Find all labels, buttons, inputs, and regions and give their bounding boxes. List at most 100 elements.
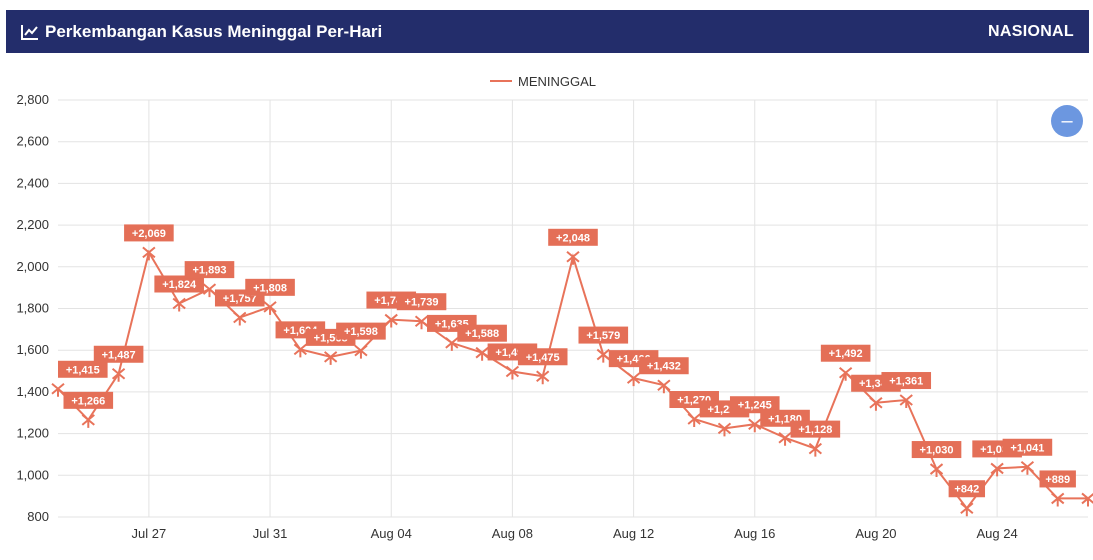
x-tick-label: Aug 24 <box>977 526 1018 541</box>
data-point[interactable] <box>505 365 520 380</box>
data-point[interactable] <box>687 413 701 428</box>
x-tick-label: Aug 16 <box>734 526 775 541</box>
data-label: +889 <box>1039 470 1076 488</box>
data-point[interactable] <box>596 348 610 363</box>
data-label: +2,048 <box>548 228 598 246</box>
data-label-box <box>63 391 114 409</box>
data-label-text: +1,739 <box>405 297 439 309</box>
data-label-text: +1,266 <box>71 395 105 407</box>
data-point[interactable] <box>445 337 459 351</box>
data-label: +1,893 <box>184 261 235 279</box>
data-label-box <box>245 278 295 296</box>
data-point[interactable] <box>1020 460 1035 475</box>
data-label-box <box>790 420 841 438</box>
data-label-text: +1,579 <box>586 330 620 342</box>
chart-title: Perkembangan Kasus Meninggal Per-Hari <box>45 21 383 41</box>
data-label-box <box>948 480 986 498</box>
data-point[interactable] <box>202 283 217 298</box>
data-point[interactable] <box>384 313 398 328</box>
data-label: +1,824 <box>154 275 204 293</box>
data-point[interactable] <box>172 297 186 312</box>
y-tick-label: 2,200 <box>16 217 49 232</box>
legend-label[interactable]: MENINGGAL <box>518 74 596 89</box>
data-label-box <box>911 441 962 459</box>
data-label: +1,030 <box>911 441 962 459</box>
data-label-box <box>184 261 235 279</box>
data-label-box <box>396 293 447 311</box>
x-tick-label: Aug 08 <box>492 526 533 541</box>
data-label-box <box>881 372 932 390</box>
data-label-box <box>124 224 174 242</box>
data-point[interactable] <box>717 422 732 437</box>
data-point[interactable] <box>414 315 429 330</box>
header-title-group: Perkembangan Kasus Meninggal Per-Hari <box>21 22 382 42</box>
data-point[interactable] <box>293 343 307 358</box>
data-point[interactable] <box>263 301 277 315</box>
data-point[interactable] <box>778 432 792 446</box>
data-label: +1,245 <box>729 396 780 414</box>
data-point[interactable] <box>929 463 944 478</box>
data-label: +1,808 <box>245 278 295 296</box>
data-label-box <box>58 360 108 378</box>
data-label-box <box>548 228 598 246</box>
data-point[interactable] <box>1051 492 1065 507</box>
data-label: +1,487 <box>93 345 144 363</box>
data-label-box <box>729 396 780 414</box>
data-point[interactable] <box>536 370 550 385</box>
data-label-box <box>1039 470 1076 488</box>
data-label-box <box>457 324 507 342</box>
data-point[interactable] <box>475 346 489 361</box>
data-point[interactable] <box>748 418 762 433</box>
data-label: +1,739 <box>396 293 447 311</box>
zoom-reset-button[interactable]: – <box>1051 105 1083 137</box>
data-point[interactable] <box>808 442 822 457</box>
data-label-text: +842 <box>954 484 979 496</box>
data-point[interactable] <box>566 251 580 265</box>
data-point[interactable] <box>354 344 368 359</box>
x-tick-label: Aug 04 <box>371 526 412 541</box>
data-point[interactable] <box>839 366 853 381</box>
region-label[interactable]: NASIONAL <box>988 22 1074 40</box>
data-point[interactable] <box>324 351 338 365</box>
data-label: +1,588 <box>457 324 507 342</box>
y-tick-label: 2,000 <box>16 259 49 274</box>
y-tick-label: 2,400 <box>16 175 49 190</box>
data-point[interactable] <box>990 462 1004 477</box>
data-label: +1,128 <box>790 420 841 438</box>
data-label-box <box>93 345 144 363</box>
data-label-box <box>820 344 871 362</box>
data-label: +2,069 <box>124 224 174 242</box>
data-label-text: +1,415 <box>66 364 100 376</box>
data-point[interactable] <box>81 414 95 428</box>
data-point[interactable] <box>111 367 126 382</box>
data-point[interactable] <box>626 372 641 387</box>
data-label-text: +1,588 <box>465 328 499 340</box>
data-point[interactable] <box>51 383 65 397</box>
data-label-text: +1,893 <box>192 265 226 277</box>
legend[interactable]: MENINGGAL <box>490 74 596 89</box>
y-tick-label: 1,200 <box>16 426 49 441</box>
data-label-text: +1,030 <box>920 445 954 457</box>
data-label-text: +1,041 <box>1010 442 1044 454</box>
data-label-text: +1,432 <box>647 361 681 373</box>
data-point[interactable] <box>1081 492 1093 507</box>
data-point[interactable] <box>233 311 247 326</box>
data-label-text: +1,361 <box>889 376 923 388</box>
data-label-text: +1,128 <box>798 424 832 436</box>
x-tick-label: Jul 27 <box>132 526 167 541</box>
data-label: +842 <box>948 480 986 498</box>
data-point[interactable] <box>960 502 974 517</box>
data-label-text: +1,245 <box>738 400 772 412</box>
chart-header: Perkembangan Kasus Meninggal Per-Hari NA… <box>6 10 1089 53</box>
y-tick-label: 1,400 <box>16 384 49 399</box>
y-tick-label: 2,800 <box>16 92 49 107</box>
data-point[interactable] <box>657 379 671 394</box>
line-chart[interactable]: MENINGGAL 800 1,000 1,200 1,400 1,600 1,800 2,0… <box>0 56 1093 560</box>
data-label-text: +2,069 <box>132 228 166 240</box>
data-point[interactable] <box>899 394 913 409</box>
data-label: +1,266 <box>63 391 114 409</box>
data-label-box <box>336 322 386 340</box>
data-point[interactable] <box>142 246 156 261</box>
data-label: +1,475 <box>517 348 568 366</box>
data-point[interactable] <box>869 396 883 411</box>
